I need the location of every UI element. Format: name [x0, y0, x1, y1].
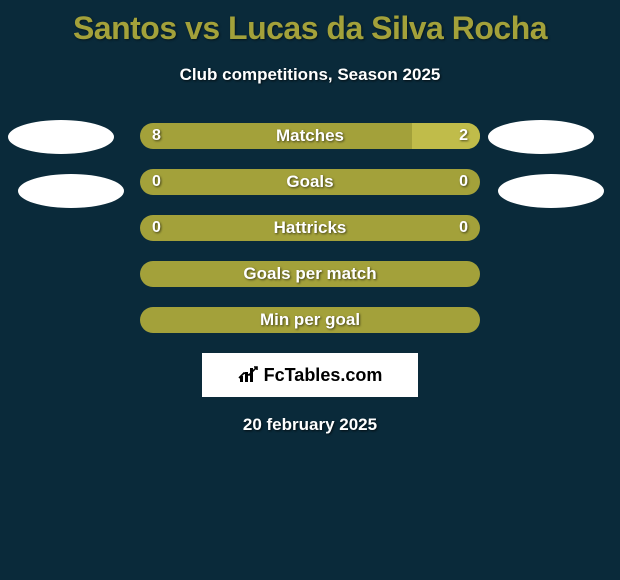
logo-text: FcTables.com [264, 365, 383, 386]
avatar-right-2 [498, 174, 604, 208]
fctables-logo: FcTables.com [202, 353, 418, 397]
comparison-rows: Matches82Goals00Hattricks00Goals per mat… [0, 123, 620, 333]
stat-label: Min per goal [140, 307, 480, 333]
stat-row: Min per goal [140, 307, 480, 333]
stat-value-left: 0 [152, 215, 161, 241]
stat-value-left: 8 [152, 123, 161, 149]
chart-icon [238, 366, 260, 384]
avatar-left-2 [18, 174, 124, 208]
stat-label: Hattricks [140, 215, 480, 241]
stat-value-left: 0 [152, 169, 161, 195]
avatar-right-1 [488, 120, 594, 154]
stat-label: Goals per match [140, 261, 480, 287]
avatar-left-1 [8, 120, 114, 154]
stat-row: Hattricks0 0 [140, 215, 480, 241]
stat-value-right: 0 [459, 215, 468, 241]
stat-row: Goals per match [140, 261, 480, 287]
date-text: 20 february 2025 [0, 415, 620, 435]
page-title: Santos vs Lucas da Silva Rocha [0, 0, 620, 47]
stat-label: Matches [140, 123, 480, 149]
stat-row: Goals0 0 [140, 169, 480, 195]
stat-value-right: 0 [459, 169, 468, 195]
stat-row: Matches8 2 [140, 123, 480, 149]
subtitle: Club competitions, Season 2025 [0, 65, 620, 85]
stat-label: Goals [140, 169, 480, 195]
stat-value-right: 2 [459, 123, 468, 149]
